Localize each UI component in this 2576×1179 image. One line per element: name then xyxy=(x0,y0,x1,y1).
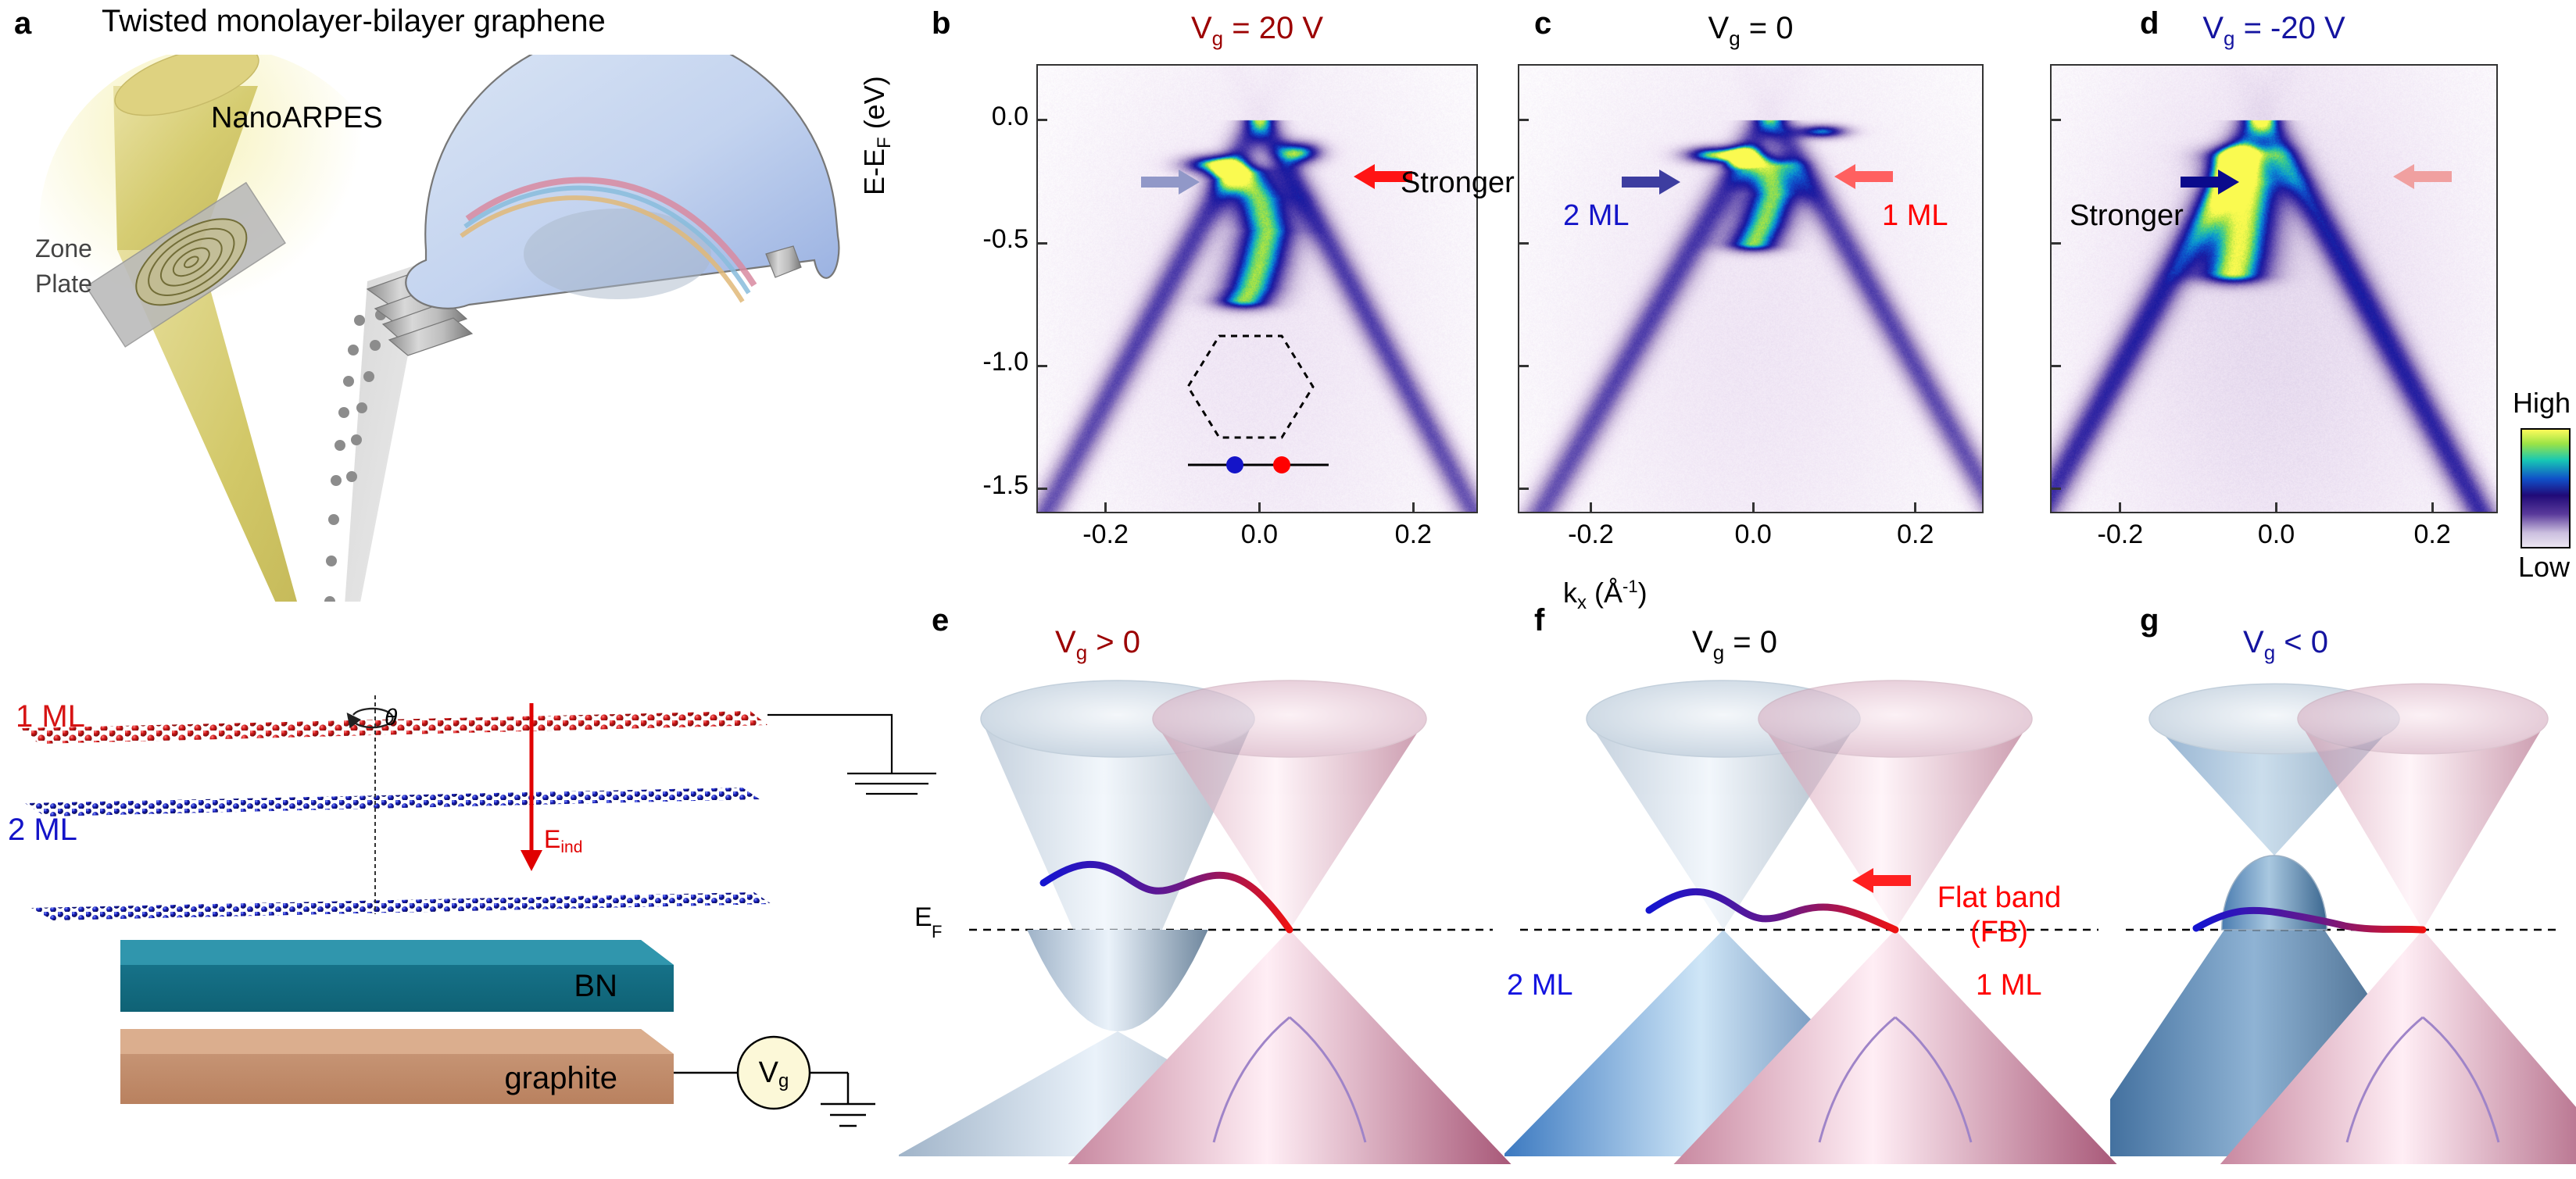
svg-text:F: F xyxy=(932,922,942,941)
svg-text:E: E xyxy=(914,902,932,932)
svg-text:BN: BN xyxy=(574,969,617,1003)
svg-text:Eind: Eind xyxy=(544,825,582,856)
svg-text:graphite: graphite xyxy=(504,1061,617,1095)
svg-text:θ: θ xyxy=(385,705,398,731)
